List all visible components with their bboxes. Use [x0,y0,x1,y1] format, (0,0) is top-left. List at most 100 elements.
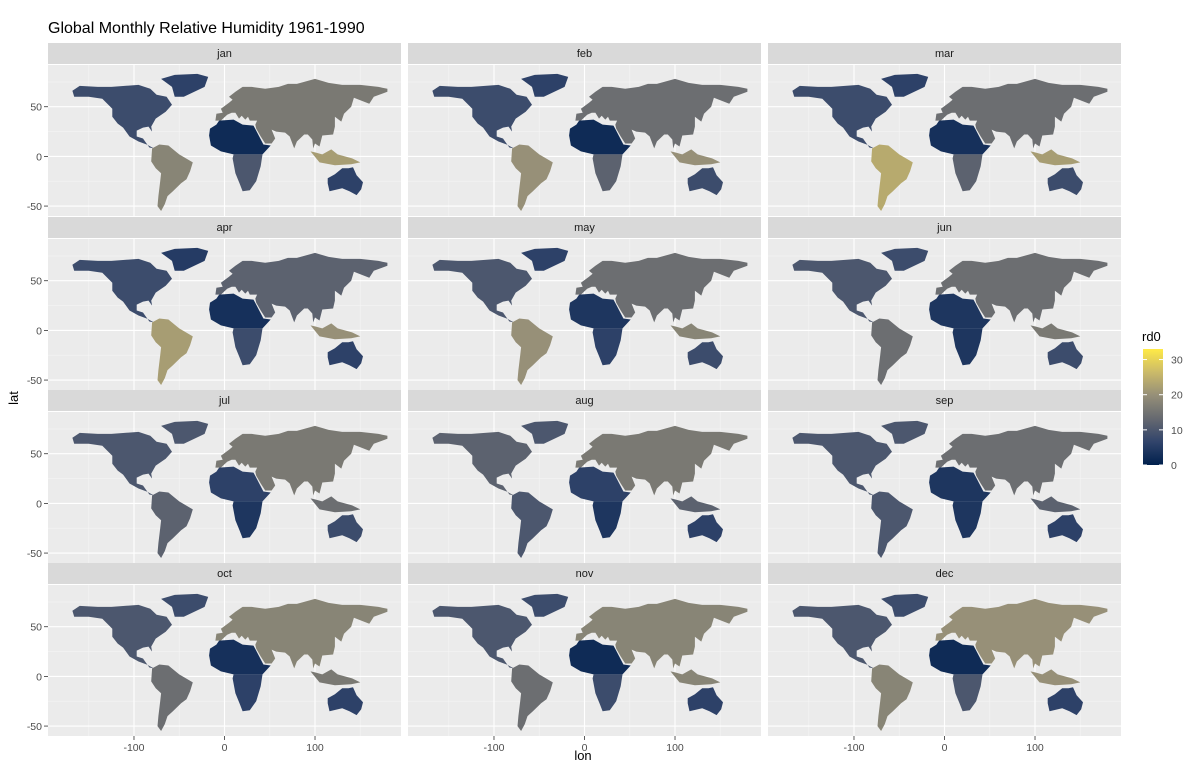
facet-panel: apr [48,217,401,390]
region-south-africa [592,154,623,192]
legend-ticks: 0 10 20 30 [1143,355,1183,472]
facet-label: apr [217,222,233,234]
region-south-africa [952,328,983,366]
region-australia [1047,341,1083,370]
region-north-america [792,84,892,149]
x-tick-label: -100 [483,742,504,754]
y-tick-label: 50 [30,622,42,634]
region-australia [1047,514,1083,543]
y-axis-title: lat [6,391,21,405]
x-tick-label: 0 [942,742,948,754]
x-tick-label: 100 [666,742,684,754]
facet-panel: dec [768,563,1121,736]
facet-label: sep [936,395,954,407]
region-australia [687,514,723,543]
y-tick-label: 0 [36,151,42,163]
region-north-africa [929,466,991,502]
region-north-africa [209,293,271,329]
region-eurasia [575,78,748,149]
region-indonesia [310,496,361,513]
region-south-america [151,144,193,211]
facet-panel: feb [408,43,761,216]
region-eurasia [935,78,1108,149]
legend-tick-label: 20 [1171,390,1183,402]
facet-strip [48,43,401,64]
region-south-america [151,318,193,385]
region-eurasia [575,425,748,496]
region-south-america [151,664,193,731]
x-tick-label: 0 [582,742,588,754]
region-indonesia [1030,669,1081,686]
region-south-america [511,318,553,385]
facet-panel: sep [768,390,1121,563]
facet-strip [408,43,761,64]
region-north-america [792,604,892,669]
region-north-america [432,258,532,323]
region-south-africa [952,501,983,539]
region-indonesia [310,323,361,340]
y-tick-label: -50 [27,548,42,560]
facet-strip [768,217,1121,238]
chart-title: Global Monthly Relative Humidity 1961-19… [48,20,365,37]
facet-strip [768,43,1121,64]
region-north-africa [929,293,991,329]
region-eurasia [935,598,1108,669]
facet-strip [408,390,761,411]
facet-label: mar [935,48,954,60]
facet-label: jun [936,222,952,234]
x-tick-label: -100 [843,742,864,754]
facet-panel: may [408,217,761,390]
region-greenland [161,73,209,97]
region-greenland [161,420,209,444]
y-tick-label: -50 [27,375,42,387]
facet-strip [408,563,761,584]
region-south-america [511,664,553,731]
y-tick-label: 50 [30,102,42,114]
region-north-africa [929,119,991,155]
region-greenland [881,593,929,617]
region-greenland [161,593,209,617]
region-north-africa [569,639,631,675]
facet-label: jan [216,48,232,60]
region-indonesia [1030,323,1081,340]
x-tick-label: 100 [1026,742,1044,754]
region-north-america [432,84,532,149]
facet-label: nov [576,568,594,580]
region-greenland [521,420,569,444]
region-south-africa [592,328,623,366]
facet-strip [768,390,1121,411]
facet-strip [48,563,401,584]
x-axis: -100 0 100 -100 0 100 -100 0 100 [123,736,1044,754]
facet-label: feb [577,48,592,60]
facet-panels: jan feb mar apr may jun jul aug sep oct nov dec [48,43,1121,736]
legend-tick-label: 0 [1171,460,1177,472]
region-australia [1047,167,1083,196]
legend-tick-label: 10 [1171,425,1183,437]
region-south-america [511,144,553,211]
region-north-africa [209,119,271,155]
y-tick-label: 50 [30,276,42,288]
y-tick-label: -50 [27,721,42,733]
region-south-america [151,491,193,558]
region-south-africa [232,674,263,712]
region-north-africa [209,639,271,675]
region-australia [327,167,363,196]
x-axis-title: lon [574,748,591,763]
region-south-america [871,664,913,731]
region-south-africa [232,328,263,366]
region-south-africa [952,154,983,192]
region-australia [327,341,363,370]
legend: rd0 0 10 20 30 [1142,329,1183,472]
region-north-america [72,84,172,149]
facet-panel: jun [768,217,1121,390]
facet-strip [408,217,761,238]
region-south-america [871,318,913,385]
region-north-america [72,431,172,496]
x-tick-label: 100 [306,742,324,754]
region-greenland [521,247,569,271]
region-eurasia [215,598,388,669]
region-indonesia [670,323,721,340]
region-australia [327,687,363,716]
legend-colorbar [1143,349,1163,465]
region-australia [687,687,723,716]
